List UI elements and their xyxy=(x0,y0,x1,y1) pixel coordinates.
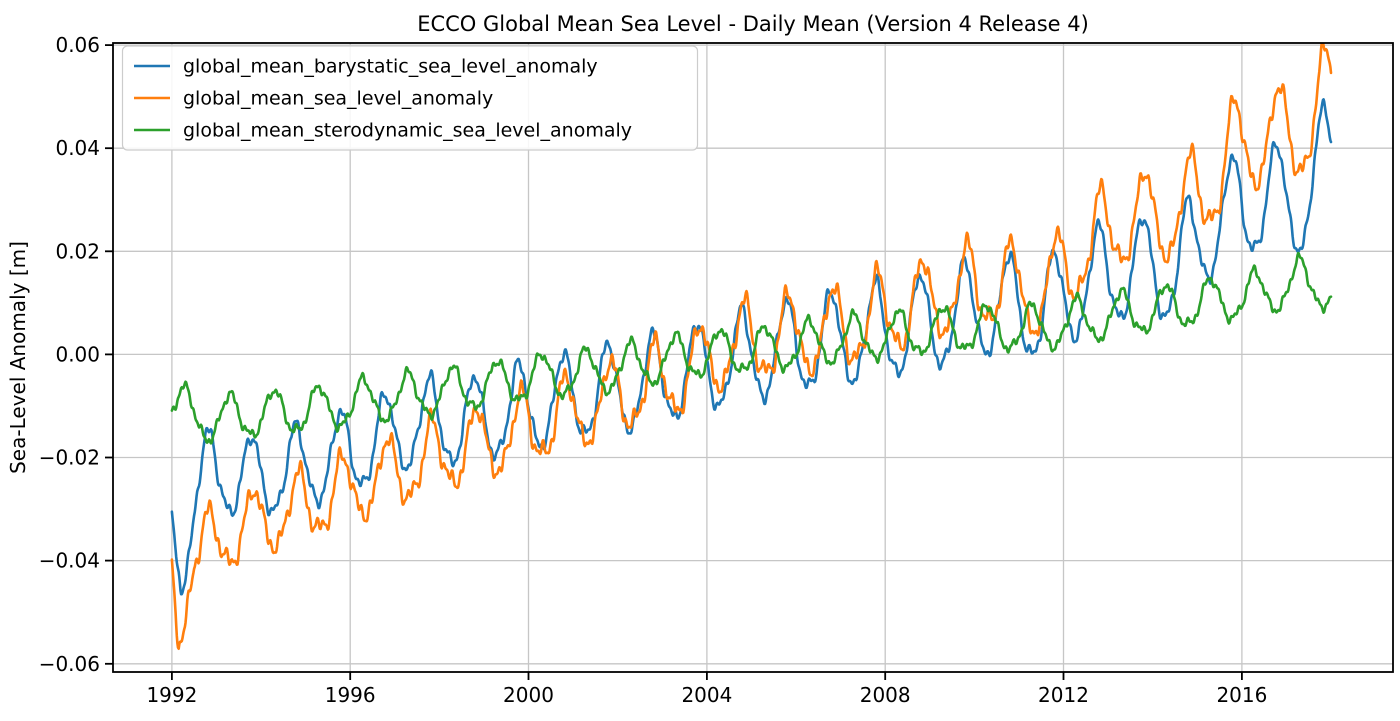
legend-box xyxy=(121,45,699,151)
legend-label-sterodynamic: global_mean_sterodynamic_sea_level_anoma… xyxy=(183,120,632,142)
axis-ticks: 1992 1996 2000 2004 2008 2012 2016 0.06 0.04 0.02… xyxy=(39,33,1268,707)
y-tick-label: 0.06 xyxy=(55,33,100,57)
y-tick-label: 0.00 xyxy=(55,342,100,366)
x-tick-label: 2000 xyxy=(503,683,554,707)
x-tick-label: 2008 xyxy=(860,683,911,707)
data-series xyxy=(170,43,1333,650)
legend-label-gmsl: global_mean_sea_level_anomaly xyxy=(183,88,493,110)
y-tick-label: 0.04 xyxy=(55,136,100,160)
x-tick-label: 2004 xyxy=(681,683,732,707)
y-axis-label: Sea-Level Anomaly [m] xyxy=(6,241,30,474)
legend: global_mean_barystatic_sea_level_anomaly… xyxy=(121,45,699,151)
series-line-global_mean_sea_level_anomaly xyxy=(170,43,1333,650)
series-line-global_mean_sterodynamic_sea_level_anomaly xyxy=(170,251,1333,445)
x-tick-label: 1996 xyxy=(325,683,376,707)
legend-label-barystatic: global_mean_barystatic_sea_level_anomaly xyxy=(183,56,598,78)
x-tick-label: 1992 xyxy=(146,683,197,707)
y-tick-label: 0.02 xyxy=(55,239,100,263)
legend-item: global_mean_barystatic_sea_level_anomaly xyxy=(134,56,598,78)
axes-frame xyxy=(112,42,1394,673)
x-tick-label: 2012 xyxy=(1038,683,1089,707)
x-tick-label: 2016 xyxy=(1216,683,1267,707)
y-tick-label: −0.04 xyxy=(39,549,100,573)
y-tick-label: −0.02 xyxy=(39,446,100,470)
chart-title: ECCO Global Mean Sea Level - Daily Mean … xyxy=(417,12,1089,36)
series-line-global_mean_barystatic_sea_level_anomaly xyxy=(170,98,1333,596)
legend-item: global_mean_sterodynamic_sea_level_anoma… xyxy=(134,120,632,142)
legend-item: global_mean_sea_level_anomaly xyxy=(134,88,493,110)
y-tick-label: −0.06 xyxy=(39,652,100,676)
